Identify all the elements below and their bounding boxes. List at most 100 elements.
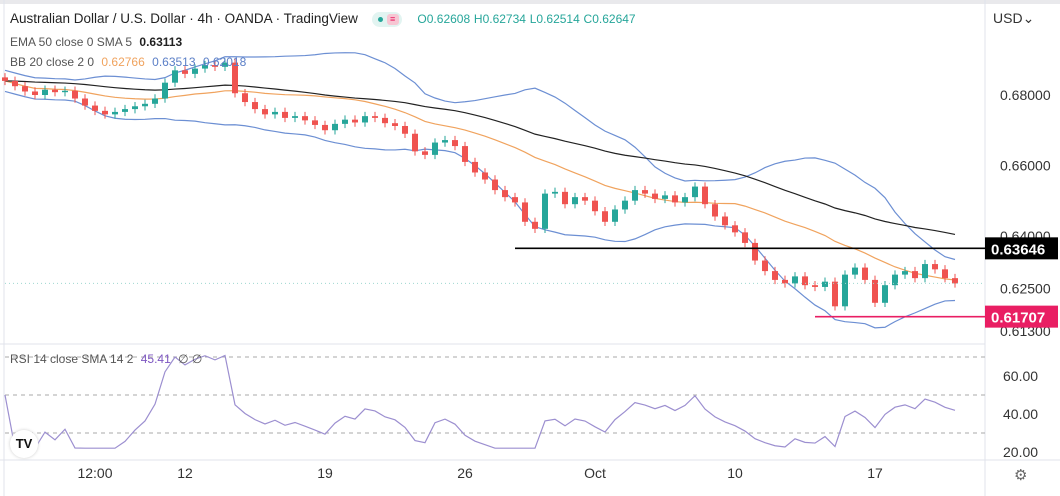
candle-body bbox=[942, 269, 948, 279]
symbol-title[interactable]: Australian Dollar / U.S. Dollar · 4h · O… bbox=[10, 11, 358, 26]
ema-legend[interactable]: EMA 50 close 0 SMA 5 0.63113 bbox=[10, 35, 182, 49]
candle bbox=[412, 129, 418, 156]
candle bbox=[562, 187, 568, 209]
candle-body bbox=[102, 110, 108, 115]
candle-body bbox=[312, 120, 318, 125]
candle-body bbox=[12, 80, 18, 87]
price-tick-label: 0.66000 bbox=[1000, 157, 1051, 173]
candle-body bbox=[452, 140, 458, 147]
candle bbox=[632, 185, 638, 205]
candle bbox=[232, 58, 238, 98]
currency-selector[interactable]: USD⌄ bbox=[993, 10, 1034, 27]
candle-body bbox=[382, 117, 388, 124]
candle bbox=[332, 119, 338, 135]
candle-body bbox=[212, 65, 218, 67]
candle bbox=[452, 135, 458, 151]
candle bbox=[872, 275, 878, 308]
candle-body bbox=[572, 197, 578, 205]
candle-body bbox=[542, 193, 548, 229]
price-label-text: 0.61707 bbox=[991, 310, 1045, 327]
candle bbox=[422, 147, 428, 160]
candle-body bbox=[472, 161, 478, 173]
menu-icon: ≡ bbox=[386, 13, 399, 25]
candle bbox=[922, 259, 928, 283]
bb-legend[interactable]: BB 20 close 2 0 0.62766 0.63513 0.62018 bbox=[10, 55, 246, 69]
candle-body bbox=[242, 93, 248, 103]
candle bbox=[522, 198, 528, 227]
candle-body bbox=[42, 89, 48, 95]
candle bbox=[12, 76, 18, 91]
candle bbox=[532, 217, 538, 234]
candle bbox=[132, 102, 138, 114]
candle bbox=[322, 120, 328, 135]
candle-body bbox=[252, 102, 258, 110]
candle-body bbox=[442, 140, 448, 143]
candle-body bbox=[222, 62, 228, 67]
candle-body bbox=[232, 62, 238, 94]
candle bbox=[302, 111, 308, 125]
candle bbox=[142, 99, 148, 111]
candle bbox=[282, 107, 288, 123]
rsi-legend[interactable]: RSI 14 close SMA 14 2 45.41 ∅ ∅ bbox=[10, 352, 202, 366]
candle bbox=[92, 101, 98, 116]
candle bbox=[712, 199, 718, 221]
candle-body bbox=[462, 146, 468, 162]
candle bbox=[542, 189, 548, 234]
candle-body bbox=[202, 65, 208, 69]
candle bbox=[262, 104, 268, 119]
candle-body bbox=[602, 211, 608, 222]
candle-body bbox=[162, 82, 168, 99]
candle-body bbox=[802, 276, 808, 286]
candle-body bbox=[352, 119, 358, 123]
candle bbox=[252, 97, 258, 114]
market-status-badge[interactable]: ≡ bbox=[371, 11, 402, 27]
candle bbox=[602, 206, 608, 227]
candle-body bbox=[692, 186, 698, 198]
candle bbox=[182, 66, 188, 79]
candle-body bbox=[362, 116, 368, 123]
candle-body bbox=[882, 285, 888, 303]
candle-body bbox=[762, 260, 768, 272]
candle-body bbox=[492, 179, 498, 191]
rsi-extra: ∅ ∅ bbox=[178, 352, 203, 366]
candle bbox=[292, 111, 298, 123]
candle-body bbox=[722, 216, 728, 226]
market-open-icon bbox=[377, 16, 383, 22]
candle bbox=[312, 116, 318, 130]
candle bbox=[692, 182, 698, 202]
candle bbox=[892, 270, 898, 290]
price-label-box bbox=[985, 237, 1058, 260]
candle bbox=[432, 138, 438, 160]
ema-value: 0.63113 bbox=[139, 35, 183, 49]
candle bbox=[642, 185, 648, 198]
bb-upper-line bbox=[4, 52, 956, 261]
candle-body bbox=[142, 103, 148, 107]
candle-body bbox=[122, 109, 128, 112]
candle-body bbox=[552, 191, 558, 194]
candle bbox=[552, 187, 558, 198]
candle bbox=[662, 191, 668, 204]
candle-body bbox=[842, 274, 848, 307]
bb-basis-line bbox=[4, 80, 956, 281]
candle-body bbox=[512, 197, 518, 203]
top-border bbox=[0, 0, 1060, 4]
tradingview-logo[interactable]: TV bbox=[10, 430, 38, 458]
candle-body bbox=[392, 123, 398, 126]
rsi-label: RSI 14 close SMA 14 2 bbox=[10, 352, 134, 366]
gear-icon[interactable]: ⚙ bbox=[1014, 467, 1028, 484]
candle-body bbox=[852, 267, 858, 275]
candle bbox=[622, 196, 628, 214]
candle-body bbox=[562, 191, 568, 205]
time-tick-label: 19 bbox=[317, 465, 333, 481]
candle-body bbox=[822, 281, 828, 287]
candle bbox=[122, 104, 128, 117]
candle bbox=[912, 266, 918, 283]
candle-body bbox=[402, 125, 408, 134]
candle-body bbox=[192, 68, 198, 74]
candle bbox=[682, 192, 688, 207]
candle-body bbox=[832, 281, 838, 307]
candle bbox=[192, 64, 198, 79]
candle bbox=[672, 191, 678, 207]
time-tick-label: 12 bbox=[177, 465, 193, 481]
